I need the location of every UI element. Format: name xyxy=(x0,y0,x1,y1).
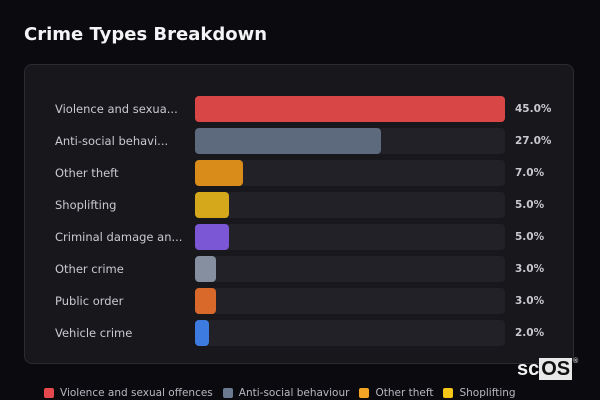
logo-text-os: OS xyxy=(539,358,573,380)
legend-swatch-icon xyxy=(44,388,54,398)
bar[interactable] xyxy=(195,192,230,218)
bar-label: Other theft xyxy=(55,166,119,180)
bar-label: Other crime xyxy=(55,262,124,276)
chart-row: Vehicle crime 2.0% xyxy=(25,320,573,346)
legend-item[interactable]: Violence and sexual offences xyxy=(44,386,213,400)
bar-track xyxy=(195,224,505,250)
chart-row: Violence and sexua... 45.0% xyxy=(25,96,573,122)
chart-row: Criminal damage an... 5.0% xyxy=(25,224,573,250)
bar[interactable] xyxy=(195,288,216,314)
bar[interactable] xyxy=(195,128,381,154)
legend-label: Other theft xyxy=(375,387,434,399)
chart-row: Other theft 7.0% xyxy=(25,160,573,186)
scos-logo: sc OS ® xyxy=(517,358,578,380)
chart-row: Shoplifting 5.0% xyxy=(25,192,573,218)
legend-label: Shoplifting xyxy=(459,387,516,399)
page-title: Crime Types Breakdown xyxy=(24,24,268,45)
chart-row: Public order 3.0% xyxy=(25,288,573,314)
bar-value: 3.0% xyxy=(515,263,545,275)
bar-value: 3.0% xyxy=(515,295,545,307)
bar-track xyxy=(195,160,505,186)
bar-label: Shoplifting xyxy=(55,198,117,212)
bar-value: 45.0% xyxy=(515,103,552,115)
bar-track xyxy=(195,288,505,314)
bar[interactable] xyxy=(195,160,244,186)
bar-value: 7.0% xyxy=(515,167,545,179)
legend-swatch-icon xyxy=(222,388,233,398)
legend-label: Anti-social behaviour xyxy=(238,387,350,399)
chart-legend: Violence and sexual offences Anti-social… xyxy=(44,386,516,400)
chart-card: Violence and sexua... 45.0% Anti-social b… xyxy=(24,64,574,364)
bar-label: Violence and sexua... xyxy=(55,102,178,116)
bar-label: Vehicle crime xyxy=(55,326,133,340)
bar[interactable] xyxy=(195,96,505,122)
legend-item[interactable]: Other theft xyxy=(359,386,433,400)
bar-value: 2.0% xyxy=(515,327,545,339)
bar[interactable] xyxy=(195,320,209,346)
bar-track xyxy=(195,320,505,346)
bar-track xyxy=(195,192,505,218)
bar-value: 5.0% xyxy=(515,231,545,243)
logo-text-sc: sc xyxy=(517,358,540,380)
bar-label: Criminal damage an... xyxy=(55,230,183,244)
bar[interactable] xyxy=(195,224,230,250)
legend-item[interactable]: Anti-social behaviour xyxy=(222,386,350,400)
bar-track xyxy=(195,128,505,154)
legend-swatch-icon xyxy=(443,388,454,398)
legend-swatch-icon xyxy=(359,388,370,398)
chart-row: Anti-social behavi... 27.0% xyxy=(25,128,573,154)
legend-label: Violence and sexual offences xyxy=(60,387,213,399)
legend-item[interactable]: Shoplifting xyxy=(443,386,516,400)
bar-label: Public order xyxy=(55,294,124,308)
bar-track xyxy=(195,96,505,122)
bar-label: Anti-social behavi... xyxy=(55,134,169,148)
chart-row: Other crime 3.0% xyxy=(25,256,573,282)
bar-value: 27.0% xyxy=(515,135,552,147)
bar-value: 5.0% xyxy=(515,199,545,211)
registered-mark: ® xyxy=(573,358,579,365)
bar[interactable] xyxy=(195,256,216,282)
bar-track xyxy=(195,256,505,282)
